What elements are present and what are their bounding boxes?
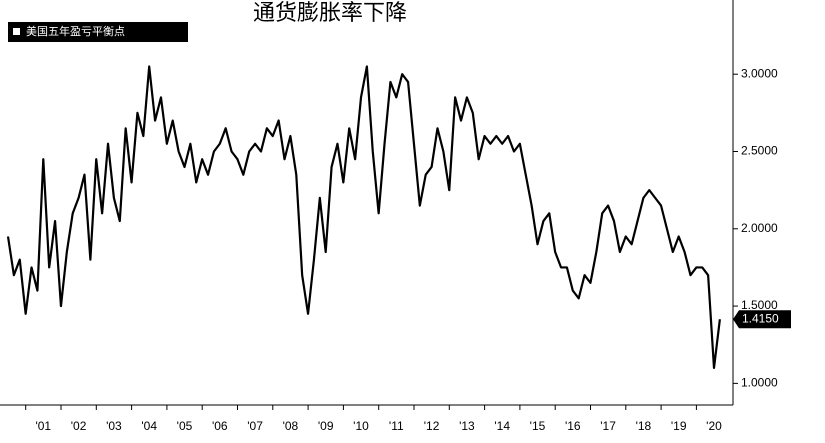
x-tick-label: '08 (283, 419, 299, 433)
x-tick-label: '04 (141, 419, 157, 433)
x-tick-label: '15 (530, 419, 546, 433)
y-tick-label: 1.5000 (741, 298, 778, 312)
chart-title: 通货膨胀率下降 (253, 0, 407, 25)
x-tick-label: '14 (494, 419, 510, 433)
legend-swatch (13, 28, 20, 35)
x-tick-label: '20 (706, 419, 722, 433)
x-tick-label: '19 (671, 419, 687, 433)
x-tick-label: '01 (35, 419, 51, 433)
series-line (6, 65, 721, 369)
y-tick-label: 3.0000 (741, 66, 778, 80)
y-tick-label: 2.0000 (741, 221, 778, 235)
x-tick-label: '11 (389, 419, 404, 433)
x-tick-label: '12 (424, 419, 440, 433)
x-tick-label: '17 (600, 419, 616, 433)
x-tick-label: '03 (106, 419, 122, 433)
x-tick-label: '16 (565, 419, 581, 433)
x-tick-label: '05 (177, 419, 193, 433)
current-value-box (733, 310, 791, 329)
legend-label: 美国五年盈亏平衡点 (26, 24, 125, 38)
x-tick-label: '10 (353, 419, 369, 433)
legend-box (8, 22, 188, 42)
x-tick-label: '09 (318, 419, 334, 433)
current-value-label: 1.4150 (742, 311, 779, 325)
x-tick-label: '18 (636, 419, 652, 433)
x-tick-label: '02 (71, 419, 87, 433)
x-tick-label: '06 (212, 419, 228, 433)
y-tick-label: 2.5000 (741, 144, 778, 158)
x-tick-label: '07 (247, 419, 263, 433)
x-tick-label: '13 (459, 419, 475, 433)
y-tick-label: 1.0000 (741, 376, 778, 390)
